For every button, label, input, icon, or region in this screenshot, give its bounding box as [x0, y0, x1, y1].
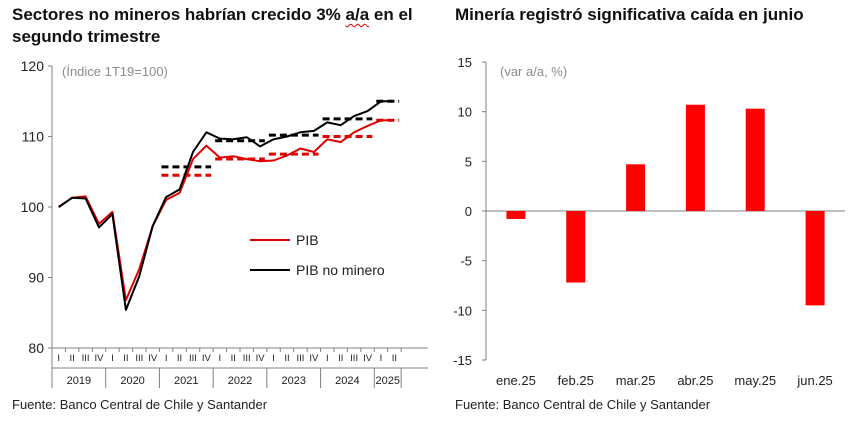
- year-tick-label: 2019: [67, 375, 91, 387]
- left-title-part1: Sectores no mineros habrían crecido 3%: [12, 5, 346, 24]
- right-chart-source: Fuente: Banco Central de Chile y Santand…: [455, 397, 711, 412]
- bar: [626, 164, 646, 211]
- y-tick-label: 15: [458, 55, 472, 70]
- quarter-tick-label: I: [326, 353, 329, 364]
- quarter-tick-label: III: [296, 353, 304, 364]
- bar: [566, 211, 586, 283]
- y-tick-label: 120: [21, 58, 45, 74]
- y-tick-label: 90: [28, 270, 44, 286]
- quarter-tick-label: III: [135, 353, 143, 364]
- left-chart-title: Sectores no mineros habrían crecido 3% a…: [12, 4, 437, 48]
- left-title-wavy: a/a: [345, 5, 370, 24]
- y-tick-label: -5: [460, 254, 472, 269]
- quarter-tick-label: II: [338, 353, 343, 364]
- quarter-tick-label: I: [219, 353, 222, 364]
- year-tick-label: 2023: [281, 375, 305, 387]
- right-chart-title: Minería registró significativa caída en …: [455, 5, 804, 24]
- left-title-part2: en el segundo trimestre: [12, 5, 413, 46]
- y-tick-label: -10: [453, 303, 472, 318]
- right-chart-subtitle: (var a/a, %): [500, 64, 567, 79]
- y-tick-label: 10: [458, 105, 472, 120]
- category-label: jun.25: [796, 373, 832, 388]
- quarter-tick-label: IV: [95, 353, 105, 364]
- legend-label: PIB no minero: [296, 262, 385, 278]
- quarter-tick-label: IV: [256, 353, 266, 364]
- quarter-tick-label: I: [272, 353, 275, 364]
- category-label: abr.25: [677, 373, 713, 388]
- quarter-tick-label: III: [82, 353, 90, 364]
- year-tick-label: 2020: [120, 375, 144, 387]
- quarter-tick-label: II: [284, 353, 289, 364]
- bar: [805, 211, 825, 306]
- bar: [745, 108, 765, 211]
- y-tick-label: 0: [465, 204, 472, 219]
- quarter-tick-label: I: [57, 353, 60, 364]
- y-tick-label: 80: [28, 340, 44, 356]
- quarter-tick-label: IV: [309, 353, 319, 364]
- category-label: ene.25: [496, 373, 536, 388]
- quarter-tick-label: III: [350, 353, 358, 364]
- bar: [685, 104, 705, 211]
- bar: [506, 211, 526, 219]
- left-chart-source: Fuente: Banco Central de Chile y Santand…: [12, 397, 268, 412]
- quarter-tick-label: II: [231, 353, 236, 364]
- year-tick-label: 2024: [335, 375, 359, 387]
- quarter-tick-label: IV: [363, 353, 373, 364]
- y-tick-label: 110: [22, 129, 45, 145]
- year-tick-label: 2025: [375, 375, 399, 387]
- quarter-tick-label: I: [111, 353, 114, 364]
- legend-label: PIB: [296, 232, 319, 248]
- category-label: feb.25: [558, 373, 594, 388]
- quarter-tick-label: II: [70, 353, 75, 364]
- quarter-tick-label: IV: [148, 353, 158, 364]
- quarter-tick-label: II: [177, 353, 182, 364]
- year-tick-label: 2021: [174, 375, 198, 387]
- category-label: mar.25: [616, 373, 656, 388]
- quarter-tick-label: III: [243, 353, 251, 364]
- category-label: may.25: [734, 373, 776, 388]
- y-tick-label: -15: [453, 353, 472, 368]
- y-tick-label: 100: [21, 199, 45, 215]
- quarter-tick-label: II: [392, 353, 397, 364]
- quarter-tick-label: III: [189, 353, 197, 364]
- quarter-tick-label: II: [123, 353, 128, 364]
- quarter-tick-label: I: [165, 353, 168, 364]
- left-chart-subtitle: (Índice 1T19=100): [62, 64, 168, 79]
- quarter-tick-label: I: [380, 353, 383, 364]
- y-tick-label: 5: [465, 154, 472, 169]
- quarter-tick-label: IV: [202, 353, 212, 364]
- series-line-pib-no-minero: [58, 100, 395, 311]
- year-tick-label: 2022: [228, 375, 252, 387]
